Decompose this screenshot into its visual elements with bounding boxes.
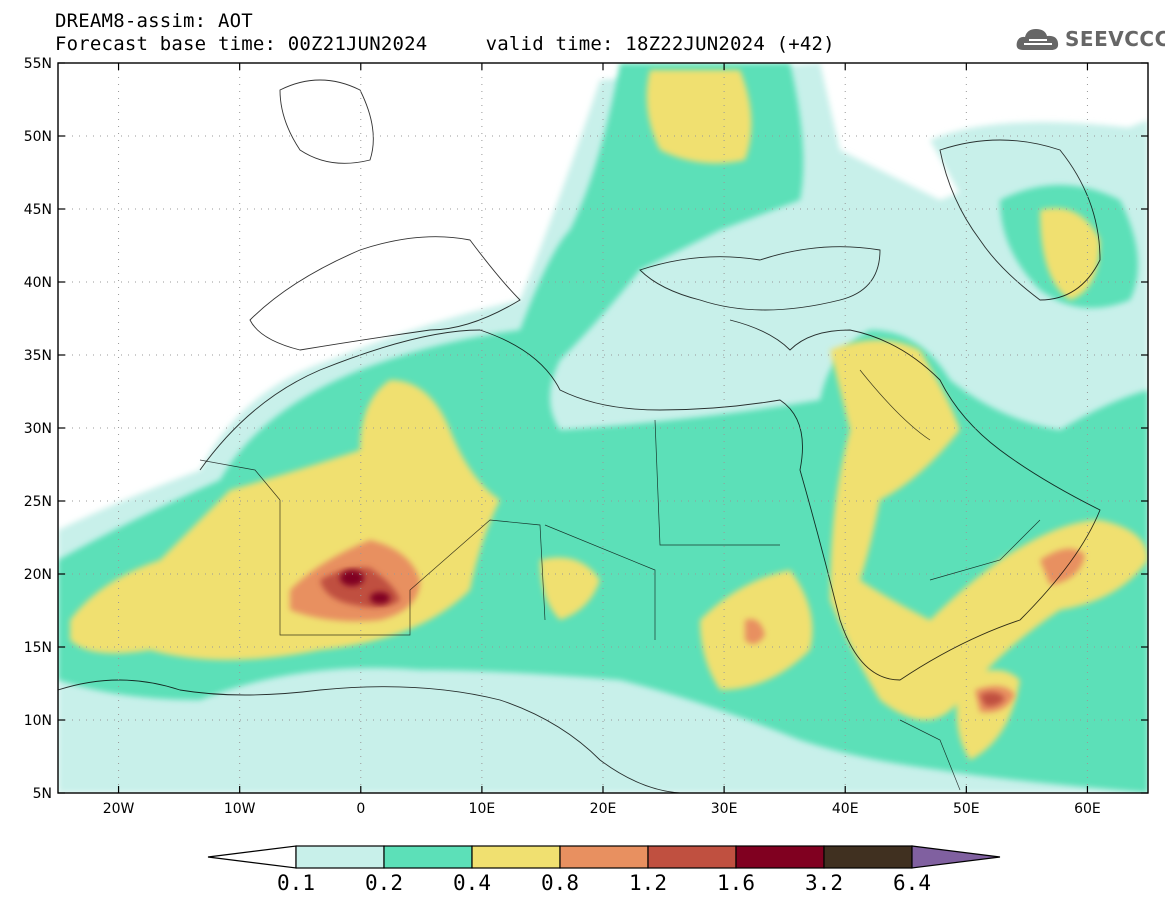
colorbar-label: 6.4 xyxy=(893,871,931,895)
lon-tick-label: 30E xyxy=(711,801,738,817)
lat-tick-label: 55N xyxy=(24,56,52,72)
colorbar-segment xyxy=(823,845,913,869)
colorbar-label: 0.8 xyxy=(541,871,579,895)
lat-tick-label: 25N xyxy=(24,494,52,510)
latitude-ticks: 55N 50N 45N 40N 35N 30N 25N 20N 15N 10N 5N xyxy=(24,56,1148,802)
lat-tick-label: 30N xyxy=(24,421,52,437)
lon-tick-label: 50E xyxy=(953,801,980,817)
colorbar-label: 0.4 xyxy=(453,871,491,895)
colorbar-label: 0.1 xyxy=(277,871,315,895)
lon-tick-label: 10W xyxy=(224,801,256,817)
lat-tick-label: 35N xyxy=(24,348,52,364)
colorbar-label: 1.6 xyxy=(717,871,755,895)
colorbar-segment xyxy=(735,845,825,869)
lat-tick-label: 50N xyxy=(24,129,52,145)
colorbar-high-arrow xyxy=(911,845,1001,869)
colorbar-segment xyxy=(647,845,737,869)
lat-tick-label: 45N xyxy=(24,202,52,218)
lat-tick-label: 10N xyxy=(24,713,52,729)
cloud-icon xyxy=(1016,29,1059,50)
colorbar-label: 1.2 xyxy=(629,871,667,895)
lat-tick-label: 15N xyxy=(24,640,52,656)
colorbar-label: 0.2 xyxy=(365,871,403,895)
lon-tick-label: 20E xyxy=(590,801,617,817)
colorbar-segment xyxy=(295,845,385,869)
colorbar-label: 3.2 xyxy=(805,871,843,895)
lon-tick-label: 40E xyxy=(832,801,859,817)
colorbar-segment xyxy=(383,845,473,869)
lon-tick-label: 0 xyxy=(356,801,365,817)
seevccc-logo: SEEVCCC xyxy=(1015,24,1165,54)
colorbar xyxy=(207,845,1001,869)
lat-tick-label: 40N xyxy=(24,275,52,291)
forecast-time-line: Forecast base time: 00Z21JUN2024 valid t… xyxy=(55,33,835,55)
lat-tick-label: 5N xyxy=(33,786,52,802)
colorbar-low-arrow xyxy=(207,845,297,869)
map-title: DREAM8-assim: AOT xyxy=(55,10,253,32)
colorbar-segment xyxy=(559,845,649,869)
lon-tick-label: 60E xyxy=(1074,801,1101,817)
lon-tick-label: 10E xyxy=(469,801,496,817)
longitude-ticks: 20W 10W 0 10E 20E 30E 40E 50E 60E xyxy=(103,63,1101,817)
graticule xyxy=(58,63,1148,793)
lat-tick-label: 20N xyxy=(24,567,52,583)
colorbar-segment xyxy=(471,845,561,869)
colorbar-labels: 0.1 0.2 0.4 0.8 1.2 1.6 3.2 6.4 xyxy=(277,871,931,895)
logo-text: SEEVCCC xyxy=(1065,27,1165,51)
lon-tick-label: 20W xyxy=(103,801,135,817)
